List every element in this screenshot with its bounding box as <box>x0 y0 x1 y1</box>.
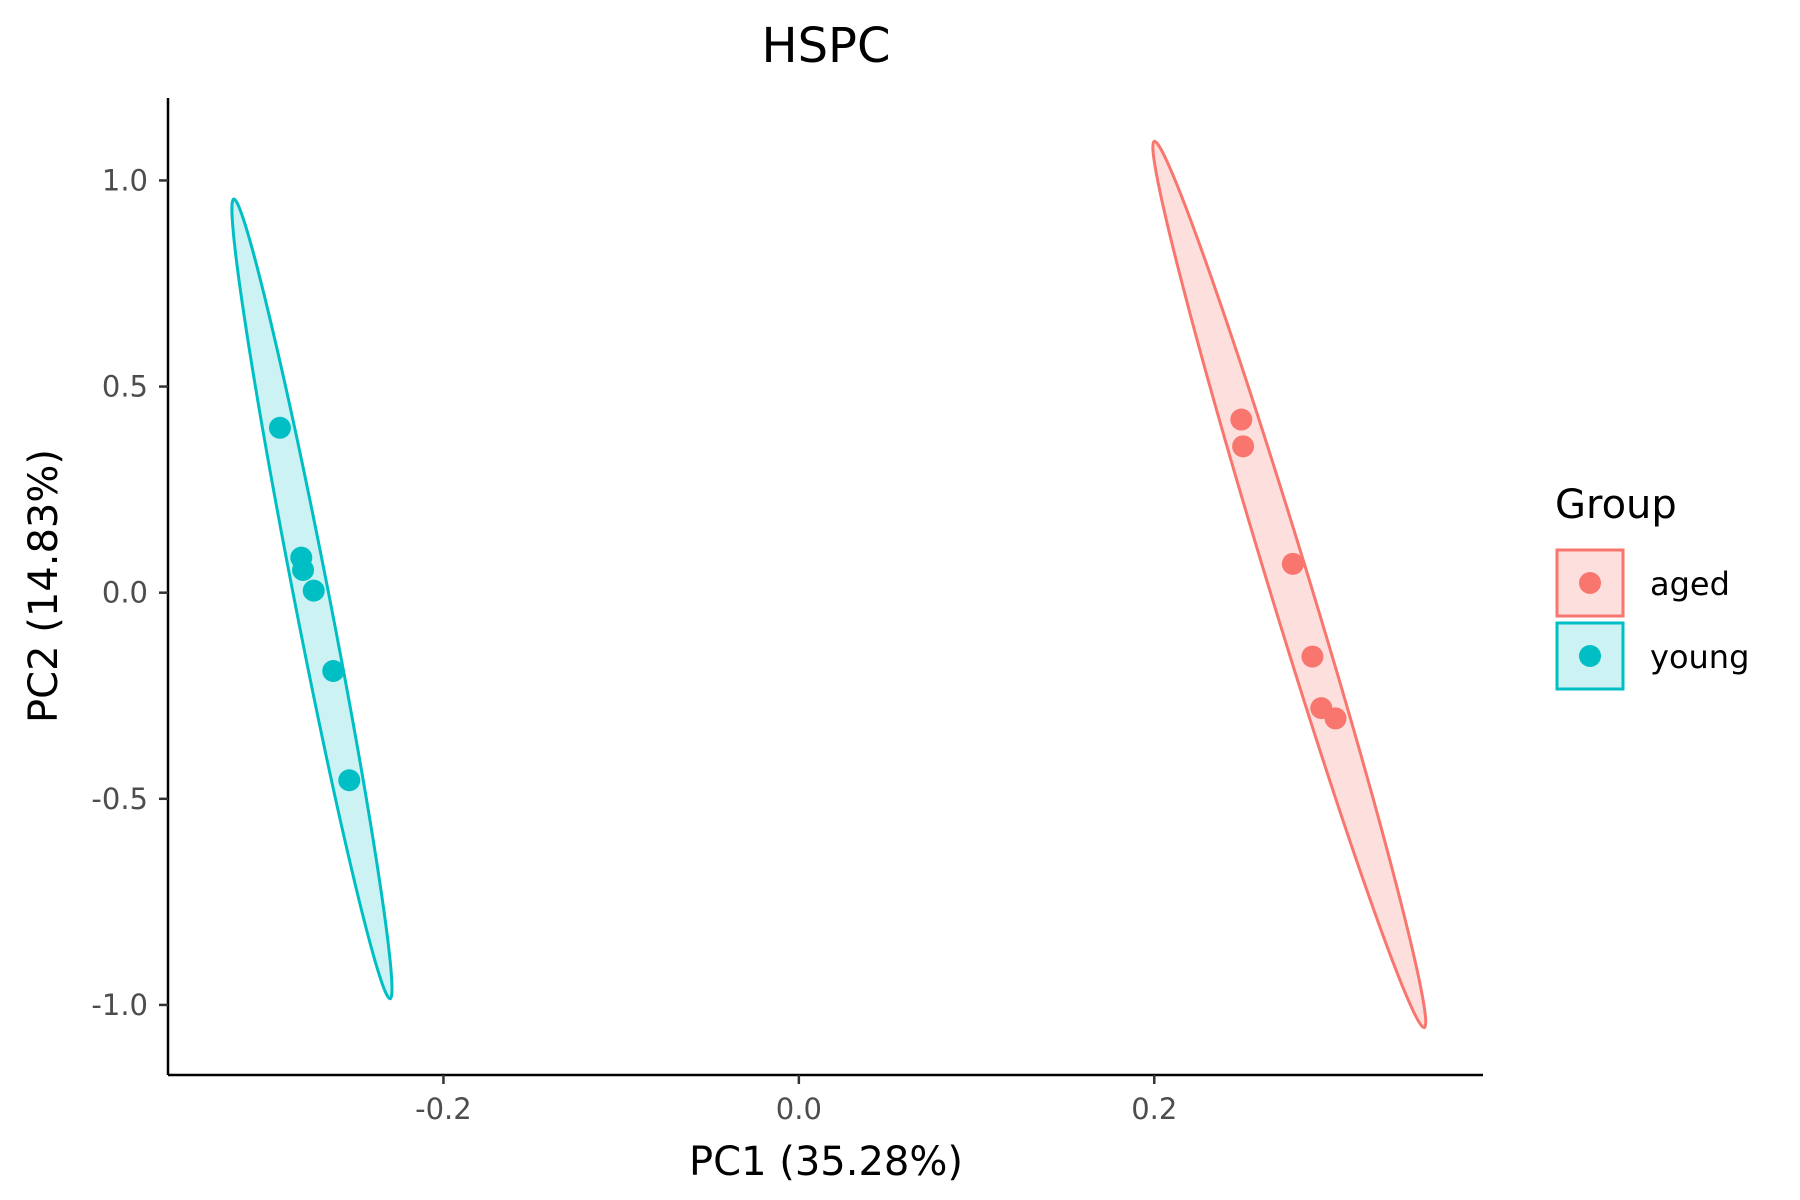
y-tick-layer: -1.0 -0.5 0.0 0.5 1.0 <box>91 163 168 1022</box>
point-aged <box>1324 707 1347 730</box>
point-young <box>302 579 325 602</box>
point-aged <box>1301 645 1324 668</box>
x-tick-label: -0.2 <box>415 1092 472 1126</box>
y-tick-label: -0.5 <box>91 782 148 816</box>
y-tick-label: 0.0 <box>102 576 148 610</box>
point-young <box>292 559 315 582</box>
point-aged <box>1232 435 1255 458</box>
point-young <box>322 660 345 683</box>
x-tick-label: 0.0 <box>776 1092 822 1126</box>
x-axis-title: PC1 (35.28%) <box>689 1139 963 1185</box>
x-tick-label: 0.2 <box>1131 1092 1177 1126</box>
legend-marker-young <box>1579 645 1601 667</box>
legend-label-young: young <box>1650 638 1749 676</box>
chart-title: HSPC <box>761 18 890 74</box>
y-tick-label: 0.5 <box>102 370 148 404</box>
point-aged <box>1230 408 1253 431</box>
point-young <box>268 416 291 439</box>
ellipse-aged <box>1151 139 1428 1030</box>
legend-title: Group <box>1555 482 1677 528</box>
legend: Group aged young <box>1555 482 1749 691</box>
ellipse-layer <box>230 139 1428 1030</box>
point-aged <box>1281 552 1304 575</box>
legend-label-aged: aged <box>1650 565 1730 603</box>
y-axis-title: PC2 (14.83%) <box>21 449 67 723</box>
x-tick-layer: -0.2 0.0 0.2 <box>415 1075 1177 1126</box>
point-young <box>338 769 361 792</box>
y-tick-label: 1.0 <box>102 163 148 197</box>
y-tick-label: -1.0 <box>91 988 148 1022</box>
legend-marker-aged <box>1579 572 1601 594</box>
point-layer <box>268 408 1347 792</box>
